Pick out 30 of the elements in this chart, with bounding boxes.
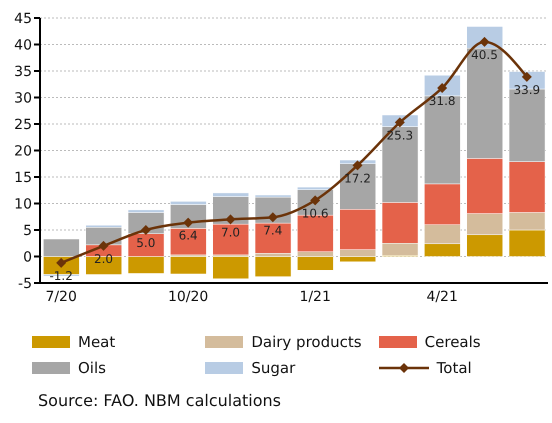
- y-tick-label: 5: [23, 222, 32, 239]
- data-label: 6.4: [178, 228, 198, 243]
- y-tick-label: 30: [14, 90, 32, 106]
- legend-label: Cereals: [424, 333, 481, 351]
- y-tick-label: 25: [14, 116, 32, 133]
- data-label: 5.0: [136, 236, 156, 250]
- y-tick-label: -5: [18, 276, 32, 292]
- legend-label: Dairy products: [251, 333, 362, 351]
- y-tick-label: 35: [14, 64, 32, 80]
- x-tick-label: 7/20: [45, 288, 77, 305]
- y-tick-label: 10: [14, 196, 32, 212]
- legend-label: Oils: [78, 359, 106, 377]
- y-tick-label: 20: [14, 143, 32, 160]
- data-label: 25.3: [386, 128, 414, 142]
- x-tick-label: 4/21: [426, 288, 458, 305]
- y-tick-label: 15: [14, 170, 32, 186]
- source-note: Source: FAO. NBM calculations: [37, 391, 282, 410]
- data-label: 7.4: [263, 223, 282, 238]
- y-tick-label: 0: [23, 249, 32, 266]
- y-tick-label: 40: [14, 37, 32, 54]
- x-tick-label: 10/20: [168, 288, 208, 305]
- legend-label: Meat: [78, 333, 116, 351]
- data-label: 17.2: [344, 171, 371, 186]
- x-tick-label: 1/21: [299, 288, 331, 305]
- y-tick-label: 45: [14, 10, 32, 27]
- legend-label: Total: [436, 359, 472, 377]
- data-label: 31.8: [428, 94, 456, 108]
- legend-label: Sugar: [251, 359, 296, 377]
- data-label: 7.0: [220, 225, 240, 240]
- data-label: 40.5: [471, 48, 498, 62]
